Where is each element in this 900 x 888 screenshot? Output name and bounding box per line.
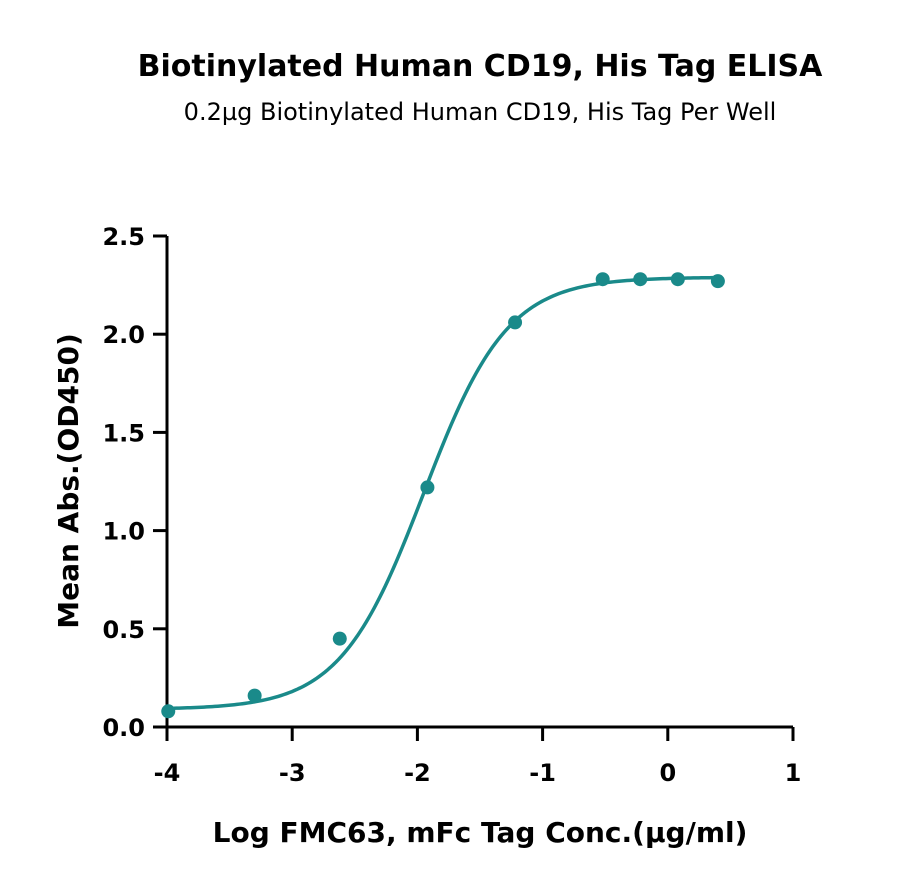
x-tick-label: 1: [785, 759, 802, 787]
y-tick-label: 0.0: [102, 714, 145, 742]
x-tick-label: -4: [154, 759, 181, 787]
x-tick-label: -2: [404, 759, 431, 787]
data-point: [508, 315, 523, 330]
chart-title: Biotinylated Human CD19, His Tag ELISA: [138, 49, 824, 84]
y-tick-label: 2.0: [102, 321, 145, 349]
fit-curve: [168, 275, 718, 711]
data-point: [710, 274, 725, 289]
data-point: [633, 272, 648, 287]
data-point: [420, 480, 435, 495]
data-point: [332, 631, 347, 646]
plot-area: 0.0 0.5 1.0 1.5 2.0 2.5 -4 -3 -2 -1 0 1: [102, 223, 801, 787]
y-axis-label: Mean Abs.(OD450): [52, 333, 85, 629]
chart-subtitle: 0.2µg Biotinylated Human CD19, His Tag P…: [184, 98, 777, 126]
x-tick-label: -1: [529, 759, 556, 787]
x-axis-label: Log FMC63, mFc Tag Conc.(µg/ml): [213, 816, 748, 849]
data-point: [161, 704, 176, 719]
y-tick-label: 0.5: [102, 616, 145, 644]
x-tick-label: -3: [279, 759, 306, 787]
x-tick-label: 0: [659, 759, 676, 787]
data-point: [595, 272, 610, 287]
y-tick-label: 2.5: [102, 223, 145, 251]
data-point: [670, 272, 685, 287]
y-tick-label: 1.0: [102, 518, 145, 546]
data-point: [247, 688, 262, 703]
y-tick-label: 1.5: [102, 419, 145, 447]
